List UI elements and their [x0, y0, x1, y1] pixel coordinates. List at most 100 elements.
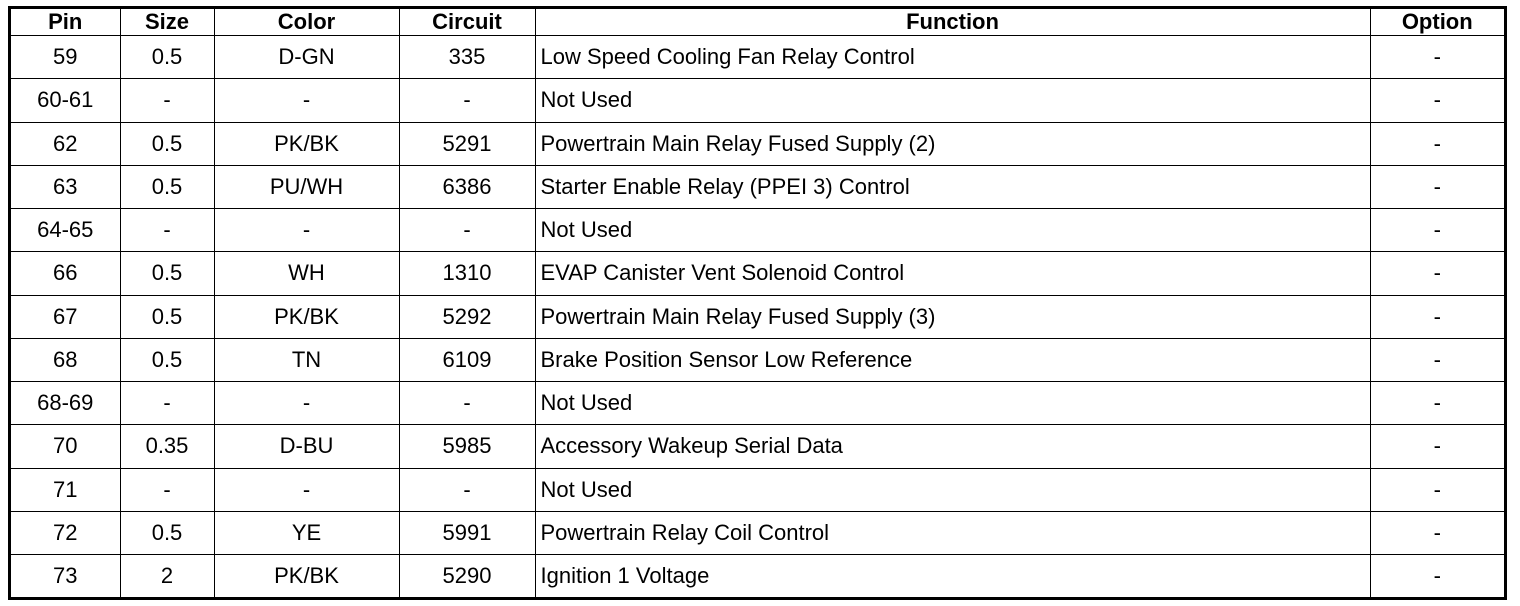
pin-table: Pin Size Color Circuit Function Option 59 0.5 D…: [11, 9, 1504, 597]
table-cell: -: [213, 467, 400, 512]
table-cell: 0.5: [119, 294, 215, 339]
table-cell: Not Used: [534, 78, 1371, 123]
table-cell: -: [119, 78, 215, 123]
table-cell: 63: [11, 164, 121, 210]
header-cell: Size: [119, 9, 215, 36]
header-cell: Function: [534, 9, 1371, 36]
table-cell: 68: [11, 337, 121, 383]
table-cell: WH: [213, 251, 400, 296]
table-cell: 73: [11, 554, 121, 597]
table-cell: Brake Position Sensor Low Reference: [534, 337, 1371, 383]
table-cell: 68-69: [11, 380, 121, 426]
table-cell: 5291: [398, 121, 536, 166]
table-cell: PK/BK: [213, 294, 400, 339]
table-cell: 0.5: [119, 337, 215, 383]
table-cell: 72: [11, 510, 121, 556]
table-cell: Not Used: [534, 207, 1371, 253]
table-cell: -: [1369, 294, 1504, 339]
table-cell: -: [1369, 34, 1504, 80]
table-cell: 71: [11, 467, 121, 512]
table-cell: 66: [11, 251, 121, 296]
table-cell: 0.5: [119, 121, 215, 166]
table-cell: -: [213, 207, 400, 253]
table-cell: YE: [213, 510, 400, 556]
table-cell: 70: [11, 424, 121, 469]
table-cell: 335: [398, 34, 536, 80]
table-cell: TN: [213, 337, 400, 383]
table-cell: 6109: [398, 337, 536, 383]
table-row: 73 2 PK/BK 5290 Ignition 1 Voltage -: [11, 554, 1504, 597]
table-row: 63 0.5 PU/WH 6386 Starter Enable Relay (PPEI…: [11, 164, 1504, 210]
table-cell: Powertrain Main Relay Fused Supply (3): [534, 294, 1371, 339]
table-body: 59 0.5 D-GN 335 Low Speed Cooling Fan Relay …: [11, 34, 1504, 597]
table-cell: -: [1369, 467, 1504, 512]
table-cell: -: [119, 207, 215, 253]
table-cell: -: [1369, 380, 1504, 426]
table-cell: 5985: [398, 424, 536, 469]
table-cell: -: [213, 78, 400, 123]
table-cell: PK/BK: [213, 121, 400, 166]
table-cell: 0.5: [119, 510, 215, 556]
table-cell: D-BU: [213, 424, 400, 469]
table-cell: -: [1369, 164, 1504, 210]
table-cell: Low Speed Cooling Fan Relay Control: [534, 34, 1371, 80]
table-cell: -: [1369, 510, 1504, 556]
table-cell: 2: [119, 554, 215, 597]
table-cell: -: [398, 467, 536, 512]
header-row: Pin Size Color Circuit Function Option: [11, 9, 1504, 36]
table-cell: 6386: [398, 164, 536, 210]
table-row: 70 0.35 D-BU 5985 Accessory Wakeup Serial Da…: [11, 424, 1504, 469]
table-cell: -: [1369, 424, 1504, 469]
table-row: 72 0.5 YE 5991 Powertrain Relay Coil Control…: [11, 510, 1504, 556]
table-cell: 62: [11, 121, 121, 166]
table-cell: -: [1369, 251, 1504, 296]
table-cell: 64-65: [11, 207, 121, 253]
table-row: 68 0.5 TN 6109 Brake Position Sensor Low Ref…: [11, 337, 1504, 383]
table-cell: 1310: [398, 251, 536, 296]
table-cell: -: [398, 78, 536, 123]
table-cell: -: [1369, 121, 1504, 166]
table-row: 62 0.5 PK/BK 5291 Powertrain Main Relay Fuse…: [11, 121, 1504, 166]
table-cell: -: [1369, 554, 1504, 597]
table-cell: Not Used: [534, 380, 1371, 426]
table-cell: EVAP Canister Vent Solenoid Control: [534, 251, 1371, 296]
table-cell: Accessory Wakeup Serial Data: [534, 424, 1371, 469]
table-cell: -: [398, 207, 536, 253]
header-cell: Pin: [11, 9, 121, 36]
table-cell: Powertrain Relay Coil Control: [534, 510, 1371, 556]
table-cell: 5991: [398, 510, 536, 556]
table-cell: 0.35: [119, 424, 215, 469]
table-cell: 60-61: [11, 78, 121, 123]
table-row: 71- - - Not Used -: [11, 467, 1504, 512]
table-row: 66 0.5 WH 1310 EVAP Canister Vent Solenoid C…: [11, 251, 1504, 296]
table-cell: 0.5: [119, 251, 215, 296]
table-cell: 5292: [398, 294, 536, 339]
table-cell: Ignition 1 Voltage: [534, 554, 1371, 597]
table-row: 60-61- - - Not Used -: [11, 78, 1504, 123]
table-cell: 5290: [398, 554, 536, 597]
table-cell: 0.5: [119, 34, 215, 80]
table-cell: D-GN: [213, 34, 400, 80]
table-row: 64-65- - - Not Used -: [11, 207, 1504, 253]
table-cell: -: [1369, 337, 1504, 383]
table-cell: 0.5: [119, 164, 215, 210]
table-cell: 67: [11, 294, 121, 339]
table-cell: PK/BK: [213, 554, 400, 597]
table-cell: 59: [11, 34, 121, 80]
table-cell: -: [1369, 207, 1504, 253]
table-row: 67 0.5 PK/BK 5292 Powertrain Main Relay Fuse…: [11, 294, 1504, 339]
table-cell: -: [1369, 78, 1504, 123]
table-cell: -: [398, 380, 536, 426]
table-row: 59 0.5 D-GN 335 Low Speed Cooling Fan Relay …: [11, 34, 1504, 80]
table-cell: -: [119, 380, 215, 426]
table-cell: Not Used: [534, 467, 1371, 512]
table-cell: Starter Enable Relay (PPEI 3) Control: [534, 164, 1371, 210]
header-cell: Option: [1369, 9, 1504, 36]
table-cell: -: [213, 380, 400, 426]
table-cell: PU/WH: [213, 164, 400, 210]
table-cell: Powertrain Main Relay Fused Supply (2): [534, 121, 1371, 166]
header-cell: Circuit: [398, 9, 536, 36]
table-row: 68-69- - - Not Used -: [11, 380, 1504, 426]
header-cell: Color: [213, 9, 400, 36]
table-cell: -: [119, 467, 215, 512]
